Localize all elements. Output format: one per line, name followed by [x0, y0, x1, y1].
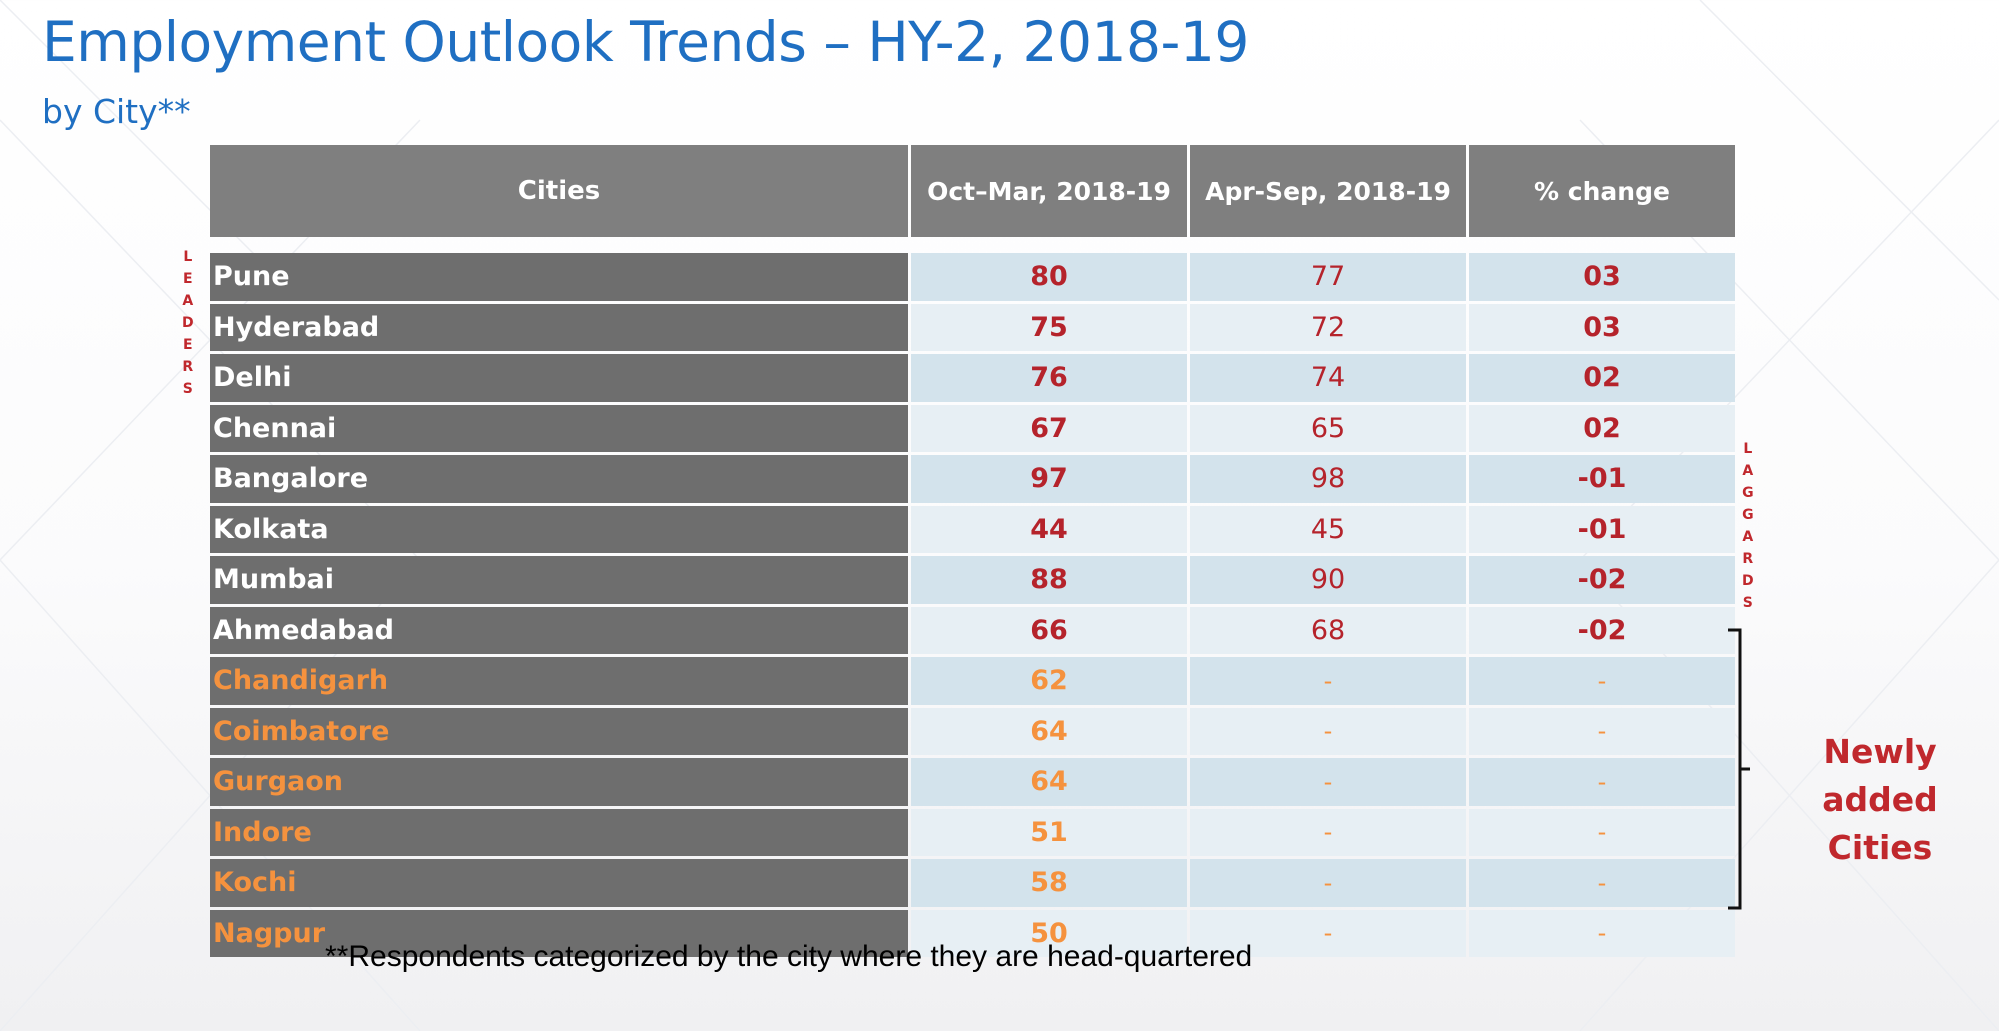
oct-mar-value: 75	[911, 303, 1187, 351]
oct-mar-value: 76	[911, 354, 1187, 402]
apr-sep-value: 65	[1190, 404, 1466, 452]
city-cell: Indore	[210, 808, 908, 856]
footnote: **Respondents categorized by the city wh…	[325, 940, 1253, 973]
percent-change-value: 03	[1469, 253, 1735, 301]
oct-mar-value: 64	[911, 758, 1187, 806]
newly-added-bracket	[1728, 628, 1750, 910]
laggards-letter: A	[1742, 529, 1754, 545]
leaders-letter: R	[182, 359, 194, 375]
oct-mar-value: 66	[911, 606, 1187, 654]
header-spacer	[1469, 240, 1735, 250]
percent-change-value: -	[1469, 707, 1735, 755]
percent-change-value: -	[1469, 909, 1735, 957]
city-cell: Delhi	[210, 354, 908, 402]
oct-mar-value: 51	[911, 808, 1187, 856]
oct-mar-value: 58	[911, 859, 1187, 907]
percent-change-value: -	[1469, 758, 1735, 806]
leaders-letter: E	[183, 337, 193, 353]
city-cell: Kolkata	[210, 505, 908, 553]
header-apr-sep: Apr-Sep, 2018-19	[1190, 145, 1466, 237]
city-cell: Hyderabad	[210, 303, 908, 351]
oct-mar-value: 64	[911, 707, 1187, 755]
leaders-letter: E	[183, 271, 193, 287]
employment-table: Cities Oct–Mar, 2018-19 Apr-Sep, 2018-19…	[210, 145, 1735, 957]
apr-sep-value: -	[1190, 657, 1466, 705]
laggards-letter: D	[1742, 573, 1754, 589]
city-cell: Chennai	[210, 404, 908, 452]
percent-change-value: 03	[1469, 303, 1735, 351]
oct-mar-value: 62	[911, 657, 1187, 705]
apr-sep-value: -	[1190, 707, 1466, 755]
apr-sep-value: 45	[1190, 505, 1466, 553]
laggards-letter: R	[1742, 551, 1754, 567]
oct-mar-value: 44	[911, 505, 1187, 553]
laggards-letter: G	[1742, 485, 1754, 501]
percent-change-value: -	[1469, 859, 1735, 907]
percent-change-value: -	[1469, 657, 1735, 705]
apr-sep-value: -	[1190, 859, 1466, 907]
apr-sep-value: -	[1190, 808, 1466, 856]
percent-change-value: -01	[1469, 455, 1735, 503]
leaders-letter: D	[182, 315, 194, 331]
city-cell: Mumbai	[210, 556, 908, 604]
city-cell: Gurgaon	[210, 758, 908, 806]
apr-sep-value: -	[1190, 758, 1466, 806]
header-percent-change: % change	[1469, 145, 1735, 237]
page-title: Employment Outlook Trends – HY-2, 2018-1…	[42, 10, 1249, 74]
apr-sep-value: -	[1190, 909, 1466, 957]
leaders-letter: S	[182, 381, 193, 397]
apr-sep-value: 68	[1190, 606, 1466, 654]
newly-added-line2: Cities	[1827, 828, 1933, 867]
percent-change-value: 02	[1469, 404, 1735, 452]
laggards-letter: A	[1742, 463, 1754, 479]
leaders-letter: A	[182, 293, 194, 309]
apr-sep-value: 77	[1190, 253, 1466, 301]
percent-change-value: -02	[1469, 556, 1735, 604]
laggards-letter: G	[1742, 507, 1754, 523]
apr-sep-value: 98	[1190, 455, 1466, 503]
apr-sep-value: 72	[1190, 303, 1466, 351]
percent-change-value: -02	[1469, 606, 1735, 654]
percent-change-value: -	[1469, 808, 1735, 856]
city-cell: Coimbatore	[210, 707, 908, 755]
city-cell: Bangalore	[210, 455, 908, 503]
city-cell: Kochi	[210, 859, 908, 907]
header-oct-mar: Oct–Mar, 2018-19	[911, 145, 1187, 237]
header-cities: Cities	[210, 145, 908, 237]
city-cell: Nagpur	[210, 909, 908, 957]
city-cell: Chandigarh	[210, 657, 908, 705]
newly-added-cities-label: Newly added Cities	[1760, 728, 1999, 872]
apr-sep-value: 74	[1190, 354, 1466, 402]
header-spacer	[1190, 240, 1466, 250]
city-cell: Pune	[210, 253, 908, 301]
city-cell: Ahmedabad	[210, 606, 908, 654]
leaders-letter: L	[183, 249, 193, 265]
newly-added-line1: Newly added	[1822, 732, 1938, 819]
laggards-letter: S	[1742, 595, 1753, 611]
page-subtitle: by City**	[42, 92, 191, 131]
percent-change-value: -01	[1469, 505, 1735, 553]
oct-mar-value: 50	[911, 909, 1187, 957]
oct-mar-value: 88	[911, 556, 1187, 604]
oct-mar-value: 67	[911, 404, 1187, 452]
header-spacer	[210, 240, 908, 250]
oct-mar-value: 80	[911, 253, 1187, 301]
oct-mar-value: 97	[911, 455, 1187, 503]
percent-change-value: 02	[1469, 354, 1735, 402]
laggards-letter: L	[1743, 441, 1753, 457]
apr-sep-value: 90	[1190, 556, 1466, 604]
header-spacer	[911, 240, 1187, 250]
